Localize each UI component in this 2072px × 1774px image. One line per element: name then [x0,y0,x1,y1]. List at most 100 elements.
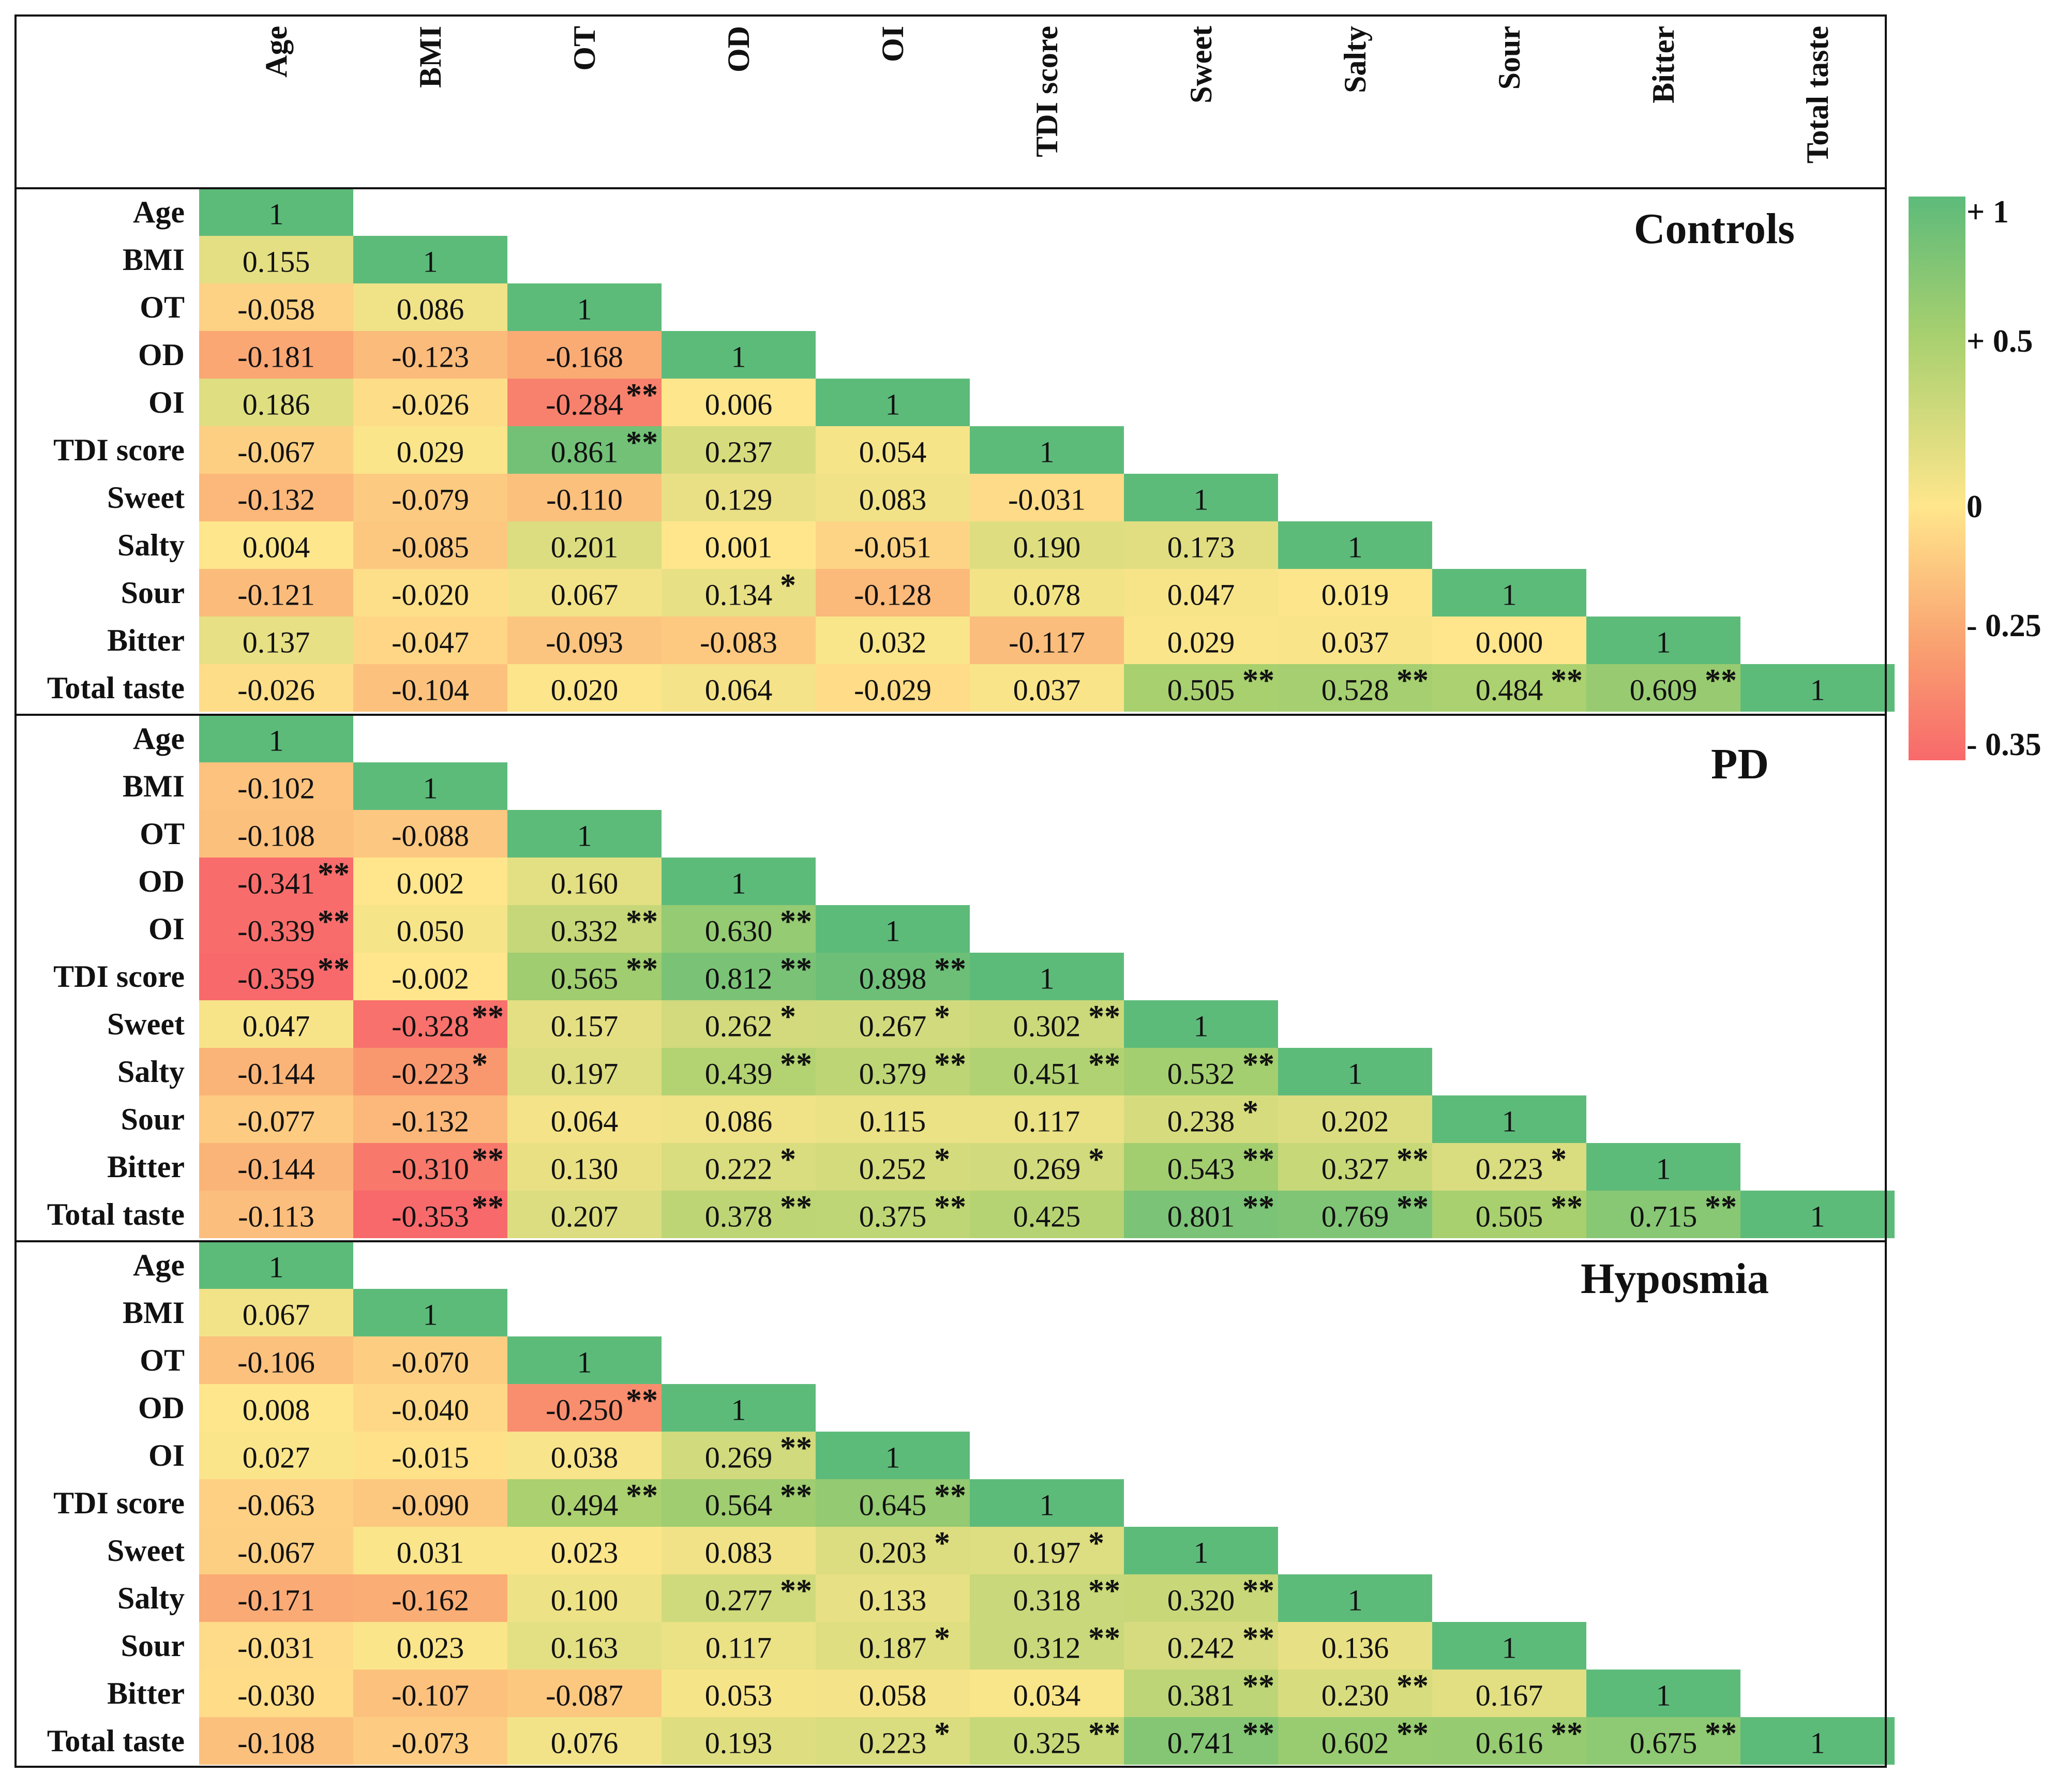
heatmap-cell [1278,1095,1432,1143]
heatmap-cell [353,426,507,474]
heatmap-cell [507,617,662,664]
heatmap-cell [507,664,662,712]
heatmap-cell [970,1527,1124,1574]
cell-value: -0.123 [392,340,469,374]
cell-value: 0.037 [1013,673,1081,707]
heatmap-cell [1278,1574,1432,1622]
cell-value: -0.063 [237,1489,315,1522]
heatmap-cell [199,810,353,858]
heatmap-cell [507,1574,662,1622]
colorbar [1909,197,1965,760]
heatmap-cell [353,953,507,1000]
cell-value: 0.023 [397,1631,464,1665]
significance-marker: ** [1551,1716,1583,1751]
row-label-controls-bmi: BMI [123,243,185,277]
heatmap-cell [353,474,507,521]
significance-marker: ** [934,952,966,987]
cell-value: 0.267 [859,1010,927,1043]
heatmap-cell [353,1095,507,1143]
heatmap-cell [816,1432,970,1479]
cell-value: 0.001 [705,531,773,564]
row-label-controls-total-taste: Total taste [47,671,185,705]
cell-value: 0.190 [1013,531,1081,564]
cell-value: 0.130 [551,1152,619,1186]
heatmap-cell [970,1622,1124,1670]
cell-value: 0.032 [859,626,927,659]
heatmap-cell [816,426,970,474]
heatmap-cell [1278,1670,1432,1717]
cell-value: 0.129 [705,483,773,517]
heatmap-cell [970,426,1124,474]
cell-value: 1 [269,198,284,231]
cell-value: -0.223 [392,1057,469,1091]
row-label-hyposmia-oi: OI [148,1438,185,1472]
cell-value: 0.031 [397,1536,464,1570]
cell-value: 0.115 [860,1105,926,1138]
cell-value: 1 [1502,578,1517,612]
cell-value: -0.106 [237,1346,315,1379]
significance-marker: * [780,568,796,603]
heatmap-cell [662,1479,816,1527]
heatmap-cell [1124,1717,1278,1765]
heatmap-cell [816,1574,970,1622]
heatmap-cell [816,1143,970,1191]
heatmap-cell [970,617,1124,664]
column-header-oi: OI [876,26,910,62]
colorbar-tick-label: - 0.25 [1966,608,2041,643]
column-header-salty: Salty [1338,26,1372,93]
cell-value: 0.076 [551,1726,619,1760]
heatmap-cell [662,426,816,474]
column-header-sour: Sour [1492,26,1526,89]
heatmap-cell [970,1717,1124,1765]
cell-value: 0.602 [1322,1726,1389,1760]
cell-value: 0.564 [705,1489,773,1522]
cell-value: 0.242 [1167,1631,1235,1665]
heatmap-cell [1124,521,1278,569]
cell-value: -0.108 [237,819,315,853]
significance-marker: * [1242,1094,1258,1130]
cell-value: 1 [1194,483,1209,517]
heatmap-cell [1586,1191,1740,1238]
row-label-pd-total-taste: Total taste [47,1197,185,1231]
significance-marker: ** [1397,663,1429,698]
heatmap-cell [507,1527,662,1574]
heatmap-cell [1586,617,1740,664]
heatmap-cell [507,1191,662,1238]
cell-value: 0.020 [551,673,619,707]
cell-value: 0.375 [859,1200,927,1234]
heatmap-cell [507,426,662,474]
cell-value: 0.269 [1013,1152,1081,1186]
heatmap-cell [662,1717,816,1765]
heatmap-cell [1278,1143,1432,1191]
heatmap-cell [970,1191,1124,1238]
cell-value: 0.029 [1167,626,1235,659]
cell-value: 0.223 [1476,1152,1543,1186]
cell-value: 0.203 [859,1536,927,1570]
significance-marker: ** [1242,1621,1274,1656]
row-label-pd-oi: OI [148,912,185,946]
cell-value: -0.181 [237,340,315,374]
significance-marker: ** [934,1478,966,1513]
cell-value: 1 [1348,1057,1363,1091]
heatmap-cell [199,858,353,905]
significance-marker: ** [780,1190,812,1225]
cell-value: 1 [731,340,746,374]
heatmap-cell [353,283,507,331]
cell-value: -0.168 [546,340,623,374]
heatmap-cell [816,1527,970,1574]
heatmap-cell [353,1336,507,1384]
heatmap-cell [1124,1191,1278,1238]
heatmap-cell [507,474,662,521]
cell-value: -0.051 [854,531,932,564]
row-label-hyposmia-sour: Sour [121,1629,185,1663]
row-label-controls-bitter: Bitter [107,623,185,657]
heatmap-cell [970,1479,1124,1527]
cell-value: 0.741 [1167,1726,1235,1760]
cell-value: 0.054 [859,435,927,469]
cell-value: 1 [1656,1152,1671,1186]
significance-marker: ** [1088,1573,1120,1608]
heatmap-cell [199,521,353,569]
heatmap-cell [970,1670,1124,1717]
cell-value: 0.484 [1476,673,1543,707]
